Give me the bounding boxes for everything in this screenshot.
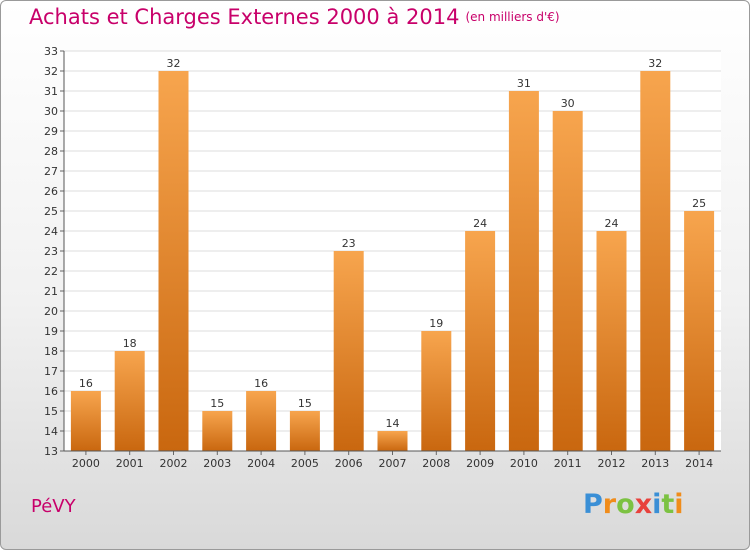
bar-value-label: 30 xyxy=(561,97,575,110)
x-tick-label: 2012 xyxy=(598,457,626,470)
bar-value-label: 18 xyxy=(123,337,137,350)
title-text: Achats et Charges Externes 2000 à 2014 xyxy=(29,5,460,29)
bar-2014 xyxy=(684,211,715,451)
bar-2007 xyxy=(377,431,408,451)
bar-value-label: 32 xyxy=(167,57,181,70)
x-tick-label: 2006 xyxy=(335,457,363,470)
x-tick-label: 2004 xyxy=(247,457,275,470)
bar-2001 xyxy=(114,351,145,451)
bar-2000 xyxy=(70,391,101,451)
y-tick-label: 30 xyxy=(44,105,58,118)
y-tick-label: 32 xyxy=(44,65,58,78)
chart-title: Achats et Charges Externes 2000 à 2014 (e… xyxy=(29,5,560,29)
bar-value-label: 15 xyxy=(298,397,312,410)
y-tick-label: 18 xyxy=(44,345,58,358)
logo-letter: r xyxy=(602,489,617,520)
y-tick-label: 25 xyxy=(44,205,58,218)
x-tick-label: 2011 xyxy=(554,457,582,470)
y-tick-label: 21 xyxy=(44,285,58,298)
commune-name: PéVY xyxy=(31,496,76,517)
bar-2003 xyxy=(202,411,233,451)
logo-letter: o xyxy=(616,489,635,520)
y-tick-label: 29 xyxy=(44,125,58,138)
x-tick-label: 2008 xyxy=(422,457,450,470)
proxiti-logo: Proxiti xyxy=(583,489,684,520)
bar-value-label: 25 xyxy=(692,197,706,210)
y-tick-label: 17 xyxy=(44,365,58,378)
y-tick-label: 27 xyxy=(44,165,58,178)
bar-2002 xyxy=(158,71,189,451)
bar-2009 xyxy=(465,231,496,451)
logo-letter: t xyxy=(661,489,675,520)
bar-value-label: 14 xyxy=(386,417,400,430)
title-unit: (en milliers d'€) xyxy=(465,10,560,24)
bar-2006 xyxy=(333,251,364,451)
y-tick-label: 31 xyxy=(44,85,58,98)
y-tick-label: 22 xyxy=(44,265,58,278)
y-tick-label: 15 xyxy=(44,405,58,418)
bar-2013 xyxy=(640,71,671,451)
y-tick-label: 33 xyxy=(44,45,58,58)
y-tick-label: 28 xyxy=(44,145,58,158)
x-tick-label: 2003 xyxy=(203,457,231,470)
x-tick-label: 2005 xyxy=(291,457,319,470)
logo-letter: i xyxy=(652,489,662,520)
x-tick-label: 2009 xyxy=(466,457,494,470)
bar-value-label: 16 xyxy=(79,377,93,390)
bar-value-label: 16 xyxy=(254,377,268,390)
bar-2005 xyxy=(289,411,320,451)
bar-2011 xyxy=(552,111,583,451)
bar-2012 xyxy=(596,231,627,451)
y-tick-label: 26 xyxy=(44,185,58,198)
bar-2010 xyxy=(508,91,539,451)
x-tick-label: 2002 xyxy=(160,457,188,470)
logo-letter: x xyxy=(634,489,653,520)
y-tick-label: 20 xyxy=(44,305,58,318)
bar-value-label: 23 xyxy=(342,237,356,250)
bar-value-label: 31 xyxy=(517,77,531,90)
bar-2004 xyxy=(246,391,277,451)
logo-letter: P xyxy=(583,489,603,520)
x-tick-label: 2013 xyxy=(641,457,669,470)
y-tick-label: 19 xyxy=(44,325,58,338)
bar-value-label: 15 xyxy=(210,397,224,410)
y-tick-label: 16 xyxy=(44,385,58,398)
bar-value-label: 24 xyxy=(473,217,487,230)
bar-value-label: 24 xyxy=(605,217,619,230)
logo-letter: i xyxy=(674,489,684,520)
y-tick-label: 23 xyxy=(44,245,58,258)
y-tick-label: 14 xyxy=(44,425,58,438)
bar-value-label: 19 xyxy=(429,317,443,330)
x-tick-label: 2010 xyxy=(510,457,538,470)
x-tick-label: 2007 xyxy=(379,457,407,470)
y-tick-label: 24 xyxy=(44,225,58,238)
x-tick-label: 2001 xyxy=(116,457,144,470)
x-tick-label: 2014 xyxy=(685,457,713,470)
x-tick-label: 2000 xyxy=(72,457,100,470)
bar-value-label: 32 xyxy=(648,57,662,70)
y-tick-label: 13 xyxy=(44,445,58,458)
bar-2008 xyxy=(421,331,452,451)
